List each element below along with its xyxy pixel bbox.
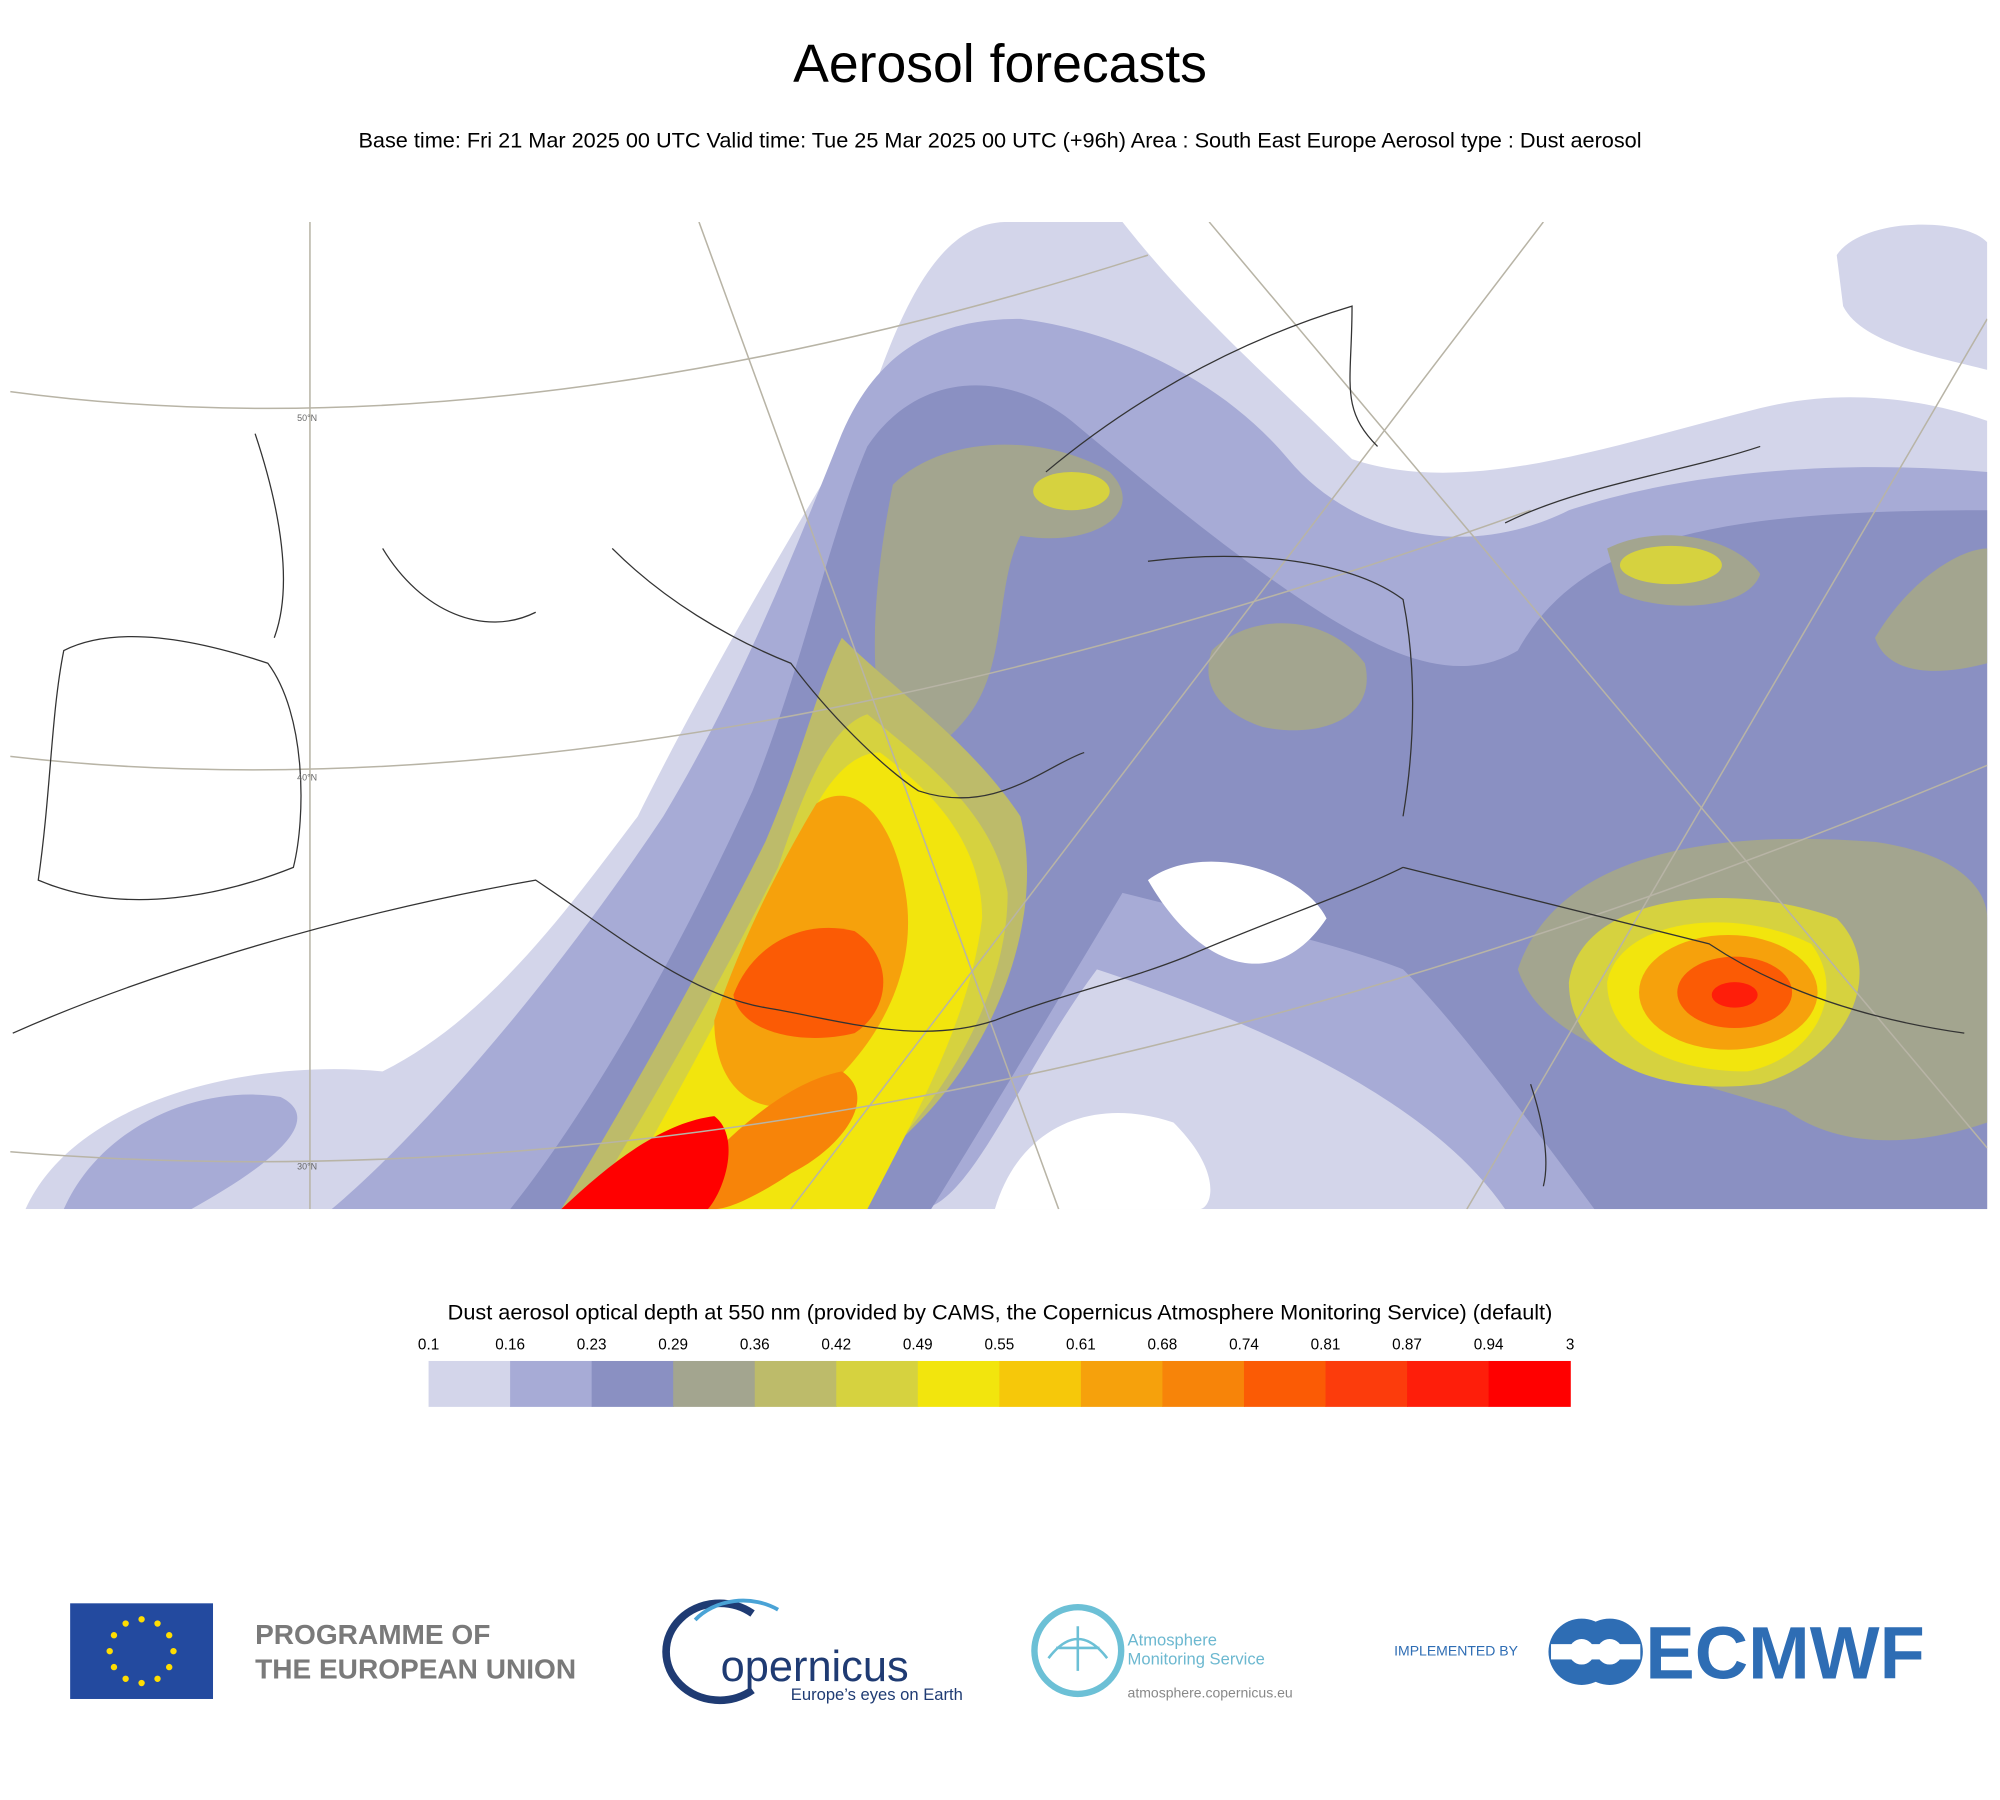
dust-field — [874, 444, 1123, 753]
latitude-label: 40°N — [297, 773, 317, 783]
ecmwf-icon — [1548, 1618, 1643, 1685]
legend-swatch — [428, 1360, 511, 1407]
legend-swatch — [1488, 1360, 1571, 1407]
eu-star — [110, 1663, 118, 1671]
eu-star — [154, 1620, 161, 1627]
dust-field — [1836, 224, 1988, 370]
ecmwf-name: ECMWF — [1645, 1612, 1924, 1695]
legend-tick-label: 0.23 — [577, 1337, 607, 1354]
legend-tick-label: 0.36 — [740, 1337, 770, 1354]
title: Aerosol forecasts — [793, 35, 1207, 94]
dust-field — [1619, 545, 1722, 585]
legend-title: Dust aerosol optical depth at 550 nm (pr… — [448, 1300, 1553, 1325]
cams-name: Atmosphere — [1128, 1630, 1217, 1649]
copernicus-tagline: Europe’s eyes on Earth — [791, 1685, 963, 1704]
dust-field — [1875, 548, 1988, 671]
legend-tick-label: 0.74 — [1229, 1337, 1259, 1354]
legend-tick-label: 0.87 — [1392, 1337, 1422, 1354]
legend-tick-label: 0.29 — [658, 1337, 688, 1354]
legend-swatch — [1162, 1360, 1245, 1407]
legend-tick-label: 0.16 — [495, 1337, 525, 1354]
eu-star — [122, 1675, 129, 1682]
dust-field — [1711, 982, 1758, 1008]
eu-star — [154, 1675, 161, 1682]
eu-text: THE EUROPEAN UNION — [255, 1654, 576, 1685]
legend-tick-label: 3 — [1566, 1337, 1575, 1354]
legend: 0.1 0.16 0.23 0.29 0.36 0.42 0.49 0.55 0.61 0.68 0… — [418, 1337, 1574, 1407]
dust-field — [1033, 471, 1110, 511]
cams-url: atmosphere.copernicus.eu — [1128, 1685, 1293, 1701]
cams-name: Monitoring Service — [1128, 1650, 1265, 1669]
eu-star — [138, 1679, 145, 1687]
legend-swatch — [917, 1360, 1000, 1407]
legend-swatch — [1407, 1360, 1490, 1407]
eu-star — [106, 1647, 113, 1655]
legend-swatch — [673, 1360, 756, 1407]
legend-swatch — [836, 1360, 919, 1407]
legend-swatch — [1325, 1360, 1408, 1407]
ecmwf-prefix: IMPLEMENTED BY — [1394, 1643, 1518, 1659]
legend-tick-label: 0.42 — [821, 1337, 851, 1354]
legend-tick-label: 0.81 — [1311, 1337, 1341, 1354]
latitude-label: 30°N — [297, 1162, 317, 1172]
dust-field — [63, 1094, 298, 1210]
eu-star — [166, 1663, 173, 1671]
dust-field — [561, 1116, 729, 1210]
eu-star — [122, 1620, 129, 1627]
map: 50°N 40°N 30°N — [10, 221, 1988, 1210]
legend-swatch — [754, 1360, 837, 1407]
latitude-label: 50°N — [297, 413, 317, 423]
legend-swatch — [1243, 1360, 1327, 1407]
legend-tick-label: 0.1 — [418, 1337, 439, 1354]
eu-star — [166, 1632, 173, 1639]
legend-tick-label: 0.49 — [903, 1337, 933, 1354]
legend-swatch — [510, 1360, 593, 1407]
subtitle: Base time: Fri 21 Mar 2025 00 UTC Valid … — [358, 127, 1641, 152]
copernicus-wordmark: opernicus — [721, 1643, 909, 1691]
eu-text: PROGRAMME OF — [255, 1619, 490, 1650]
legend-tick-label: 0.61 — [1066, 1337, 1096, 1354]
eu-star — [170, 1647, 177, 1655]
footer-logos: PROGRAMME OF THE EUROPEAN UNION opernicu… — [70, 1598, 1925, 1704]
cams-icon — [1031, 1603, 1125, 1698]
eu-star — [110, 1632, 118, 1639]
dust-field — [733, 927, 884, 1038]
dust-field — [1208, 623, 1367, 731]
eu-star — [138, 1616, 145, 1623]
legend-tick-label: 0.68 — [1148, 1337, 1178, 1354]
legend-swatch — [999, 1360, 1082, 1407]
legend-tick-label: 0.94 — [1474, 1337, 1504, 1354]
legend-swatch — [591, 1360, 674, 1407]
legend-tick-label: 0.55 — [984, 1337, 1014, 1354]
legend-swatch — [1080, 1360, 1164, 1407]
